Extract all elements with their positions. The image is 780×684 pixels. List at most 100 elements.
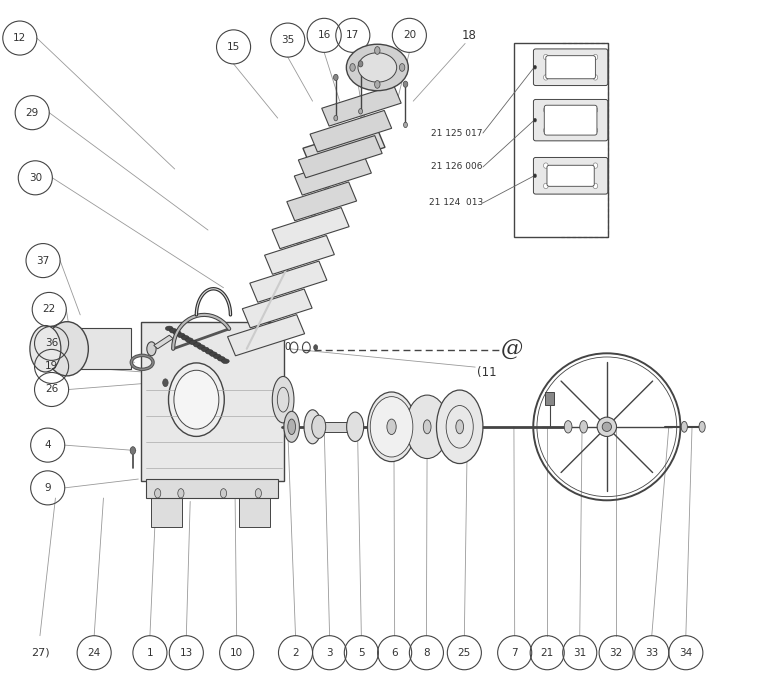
Text: 37: 37 [37,256,50,265]
Text: 22: 22 [43,304,56,315]
Ellipse shape [314,345,317,350]
Ellipse shape [544,54,548,60]
Text: 26: 26 [45,384,58,395]
Ellipse shape [597,417,616,436]
FancyBboxPatch shape [547,166,594,186]
Bar [151,498,183,527]
Text: 31: 31 [573,648,587,658]
Text: 5: 5 [358,648,365,658]
Text: 7: 7 [512,648,518,658]
Text: 24: 24 [87,648,101,658]
Polygon shape [294,154,371,195]
Ellipse shape [205,350,213,354]
Ellipse shape [370,397,413,457]
Ellipse shape [593,128,597,133]
Ellipse shape [399,64,405,71]
Ellipse shape [593,75,597,80]
Ellipse shape [154,488,161,498]
Text: (11: (11 [477,366,496,379]
Bar [545,391,554,405]
Ellipse shape [534,65,537,69]
Ellipse shape [190,340,197,345]
Ellipse shape [358,61,363,67]
Text: 17: 17 [346,30,360,40]
Text: 21 125 017: 21 125 017 [431,129,483,137]
Ellipse shape [178,488,184,498]
Polygon shape [272,207,349,249]
Text: @: @ [502,339,523,361]
Text: 21: 21 [541,648,554,658]
Text: 19: 19 [45,361,58,371]
Ellipse shape [304,410,321,444]
Ellipse shape [544,128,548,133]
FancyBboxPatch shape [534,157,608,194]
Bar [140,321,284,481]
Ellipse shape [284,411,300,443]
Text: 4: 4 [44,440,51,450]
Bar [73,328,130,369]
Polygon shape [321,86,401,126]
Ellipse shape [346,44,408,91]
Ellipse shape [174,370,219,429]
Ellipse shape [359,109,363,114]
FancyBboxPatch shape [534,99,608,141]
Ellipse shape [221,488,227,498]
Ellipse shape [173,331,181,335]
Ellipse shape [544,163,548,168]
Text: 32: 32 [609,648,622,658]
Ellipse shape [214,354,222,359]
Text: 9: 9 [44,483,51,493]
Polygon shape [264,235,335,274]
Text: 34: 34 [679,648,693,658]
Text: 8: 8 [423,648,430,658]
Polygon shape [250,261,327,302]
Ellipse shape [255,488,261,498]
Ellipse shape [350,64,355,71]
Ellipse shape [165,326,173,331]
Ellipse shape [358,53,397,82]
Text: 33: 33 [645,648,658,658]
Ellipse shape [456,420,463,434]
Text: 30: 30 [29,173,42,183]
Bar [239,498,270,527]
Ellipse shape [681,421,687,432]
Ellipse shape [147,342,156,356]
Bar [514,44,608,237]
Ellipse shape [30,326,61,372]
Ellipse shape [312,415,326,438]
Ellipse shape [272,376,294,423]
Text: 25: 25 [458,648,471,658]
Text: 12: 12 [13,33,27,43]
Ellipse shape [193,343,201,347]
Ellipse shape [534,174,537,178]
Ellipse shape [346,412,363,441]
Ellipse shape [424,420,431,434]
Ellipse shape [602,422,612,432]
Ellipse shape [374,47,380,54]
Ellipse shape [403,81,408,88]
Text: 2: 2 [292,648,299,658]
Ellipse shape [593,107,597,113]
Polygon shape [298,135,382,178]
Ellipse shape [177,333,185,338]
Polygon shape [319,422,355,432]
Ellipse shape [406,395,448,458]
Ellipse shape [169,328,177,333]
Text: 16: 16 [317,30,331,40]
Ellipse shape [288,419,296,434]
Text: 10: 10 [230,648,243,658]
Ellipse shape [182,335,190,340]
Text: 1: 1 [147,648,153,658]
Ellipse shape [593,163,597,168]
Ellipse shape [186,338,193,343]
Ellipse shape [387,419,396,434]
Ellipse shape [210,352,217,356]
Ellipse shape [197,345,205,350]
Ellipse shape [218,356,225,361]
Ellipse shape [130,447,136,454]
Polygon shape [228,315,305,356]
Text: 0: 0 [285,343,291,352]
Text: 36: 36 [45,339,58,348]
Polygon shape [243,289,312,328]
Ellipse shape [580,421,587,433]
